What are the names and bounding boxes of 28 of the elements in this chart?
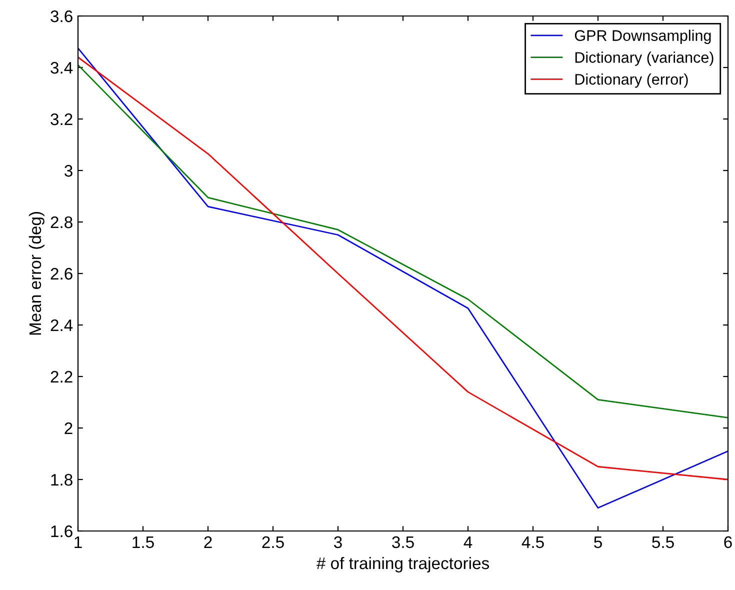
x-tick-label: 5: [594, 536, 602, 548]
y-tick-label: 1.8: [51, 474, 72, 486]
y-axis-title: Mean error (deg): [28, 212, 44, 335]
y-tick-label: 2.4: [50, 319, 73, 332]
x-tick-label: 2: [204, 536, 212, 548]
x-tick-label: 2.5: [262, 536, 284, 548]
y-tick-label: 3.4: [50, 62, 73, 74]
y-tick-label: 3.2: [50, 113, 72, 126]
legend-label: GPR Downsampling: [574, 30, 711, 44]
x-tick-label: 3: [334, 536, 342, 548]
x-tick-label: 5.5: [652, 536, 674, 548]
x-tick-label: 1: [74, 536, 82, 548]
legend-label: Dictionary (error): [575, 74, 688, 88]
x-tick-label: 3.5: [392, 536, 414, 548]
y-tick-label: 1.6: [51, 525, 72, 538]
x-tick-label: 4.5: [522, 536, 544, 548]
x-axis-title: # of training trajectories: [316, 556, 490, 572]
y-tick-label: 2.2: [50, 370, 72, 383]
y-tick-label: 2.8: [50, 216, 72, 228]
line-series: [78, 64, 728, 418]
x-tick-label: 4: [464, 536, 472, 548]
y-tick-label: 3: [64, 164, 72, 177]
x-tick-label: 6: [724, 536, 732, 548]
y-tick-label: 2.6: [50, 268, 72, 280]
legend-label: Dictionary (variance): [575, 52, 714, 66]
x-tick-label: 1.5: [132, 536, 154, 548]
y-tick-label: 3.6: [50, 10, 72, 22]
y-tick-label: 2: [64, 422, 72, 434]
